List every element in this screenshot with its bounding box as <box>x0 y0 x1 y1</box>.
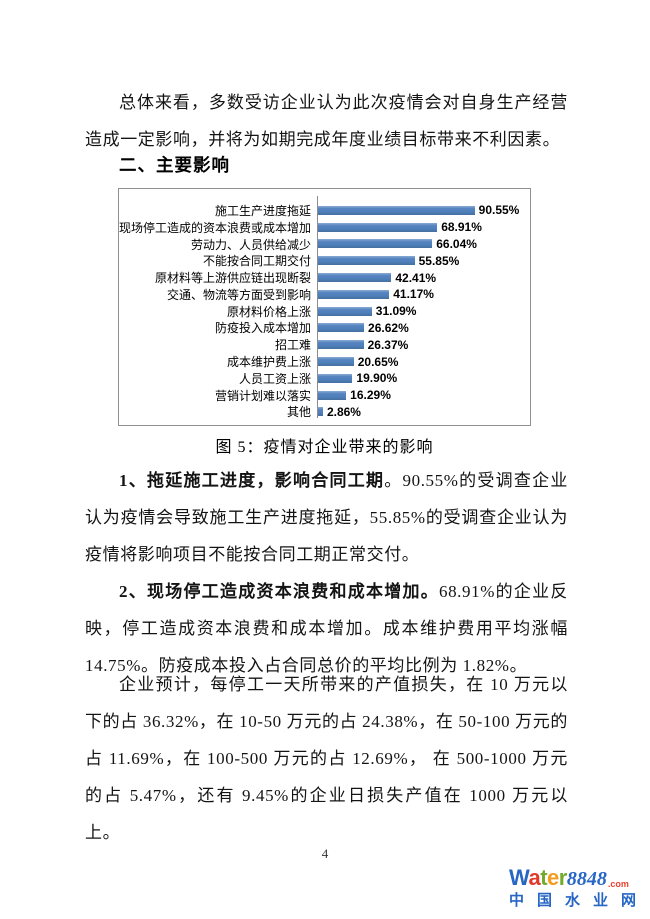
chart-bar <box>318 306 372 316</box>
logo-dotcom-text: .com <box>607 879 629 889</box>
chart-value-label: 16.29% <box>350 388 391 403</box>
intro-paragraph: 总体来看，多数受访企业认为此次疫情会对自身生产经营造成一定影响，并将为如期完成年… <box>85 84 568 158</box>
chart-value-label: 55.85% <box>418 253 460 268</box>
paragraph-2-text: 68.91%的企业反映，停工造成资本浪费和成本增加。成本维护费用平均涨幅 14.… <box>85 582 568 675</box>
logo-letter: W <box>509 865 529 890</box>
paragraph-1-text: 。90.55%的受调查企业认为疫情会导致施工生产进度拖延，55.85%的受调查企… <box>85 471 569 564</box>
chart-value-label: 41.17% <box>393 287 434 302</box>
chart-bar <box>318 373 353 383</box>
chart-row: 人员工资上涨 19.90% <box>119 370 530 387</box>
chart-value-label: 90.55% <box>478 203 520 218</box>
chart-row: 防疫投入成本增加 26.62% <box>119 320 530 337</box>
chart-bar-area: 16.29% <box>318 387 530 404</box>
chart-bar-area: 20.65% <box>318 353 530 370</box>
chart-value-label: 20.65% <box>357 354 399 369</box>
chart-bar <box>318 289 390 299</box>
chart-category-label: 原材料价格上涨 <box>226 304 311 319</box>
chart-bar <box>318 273 392 283</box>
chart-row: 招工难 26.37% <box>119 336 530 353</box>
chart-bar <box>318 222 438 232</box>
chart-row: 现场停工造成的资本浪费或成本增加 68.91% <box>119 219 530 236</box>
chart-value-label: 26.37% <box>367 337 409 352</box>
chart-category-label: 现场停工造成的资本浪费或成本增加 <box>119 220 312 235</box>
chart-category-label: 原材料等上游供应链出现断裂 <box>154 271 311 286</box>
logo-word: Water <box>509 866 567 890</box>
paragraph-2-bold-lead: 2、现场停工造成资本浪费和成本增加。 <box>119 582 439 601</box>
chart-value-label: 31.09% <box>375 304 417 319</box>
chart-category-label: 成本维护费上涨 <box>226 355 311 370</box>
chart-value-label: 19.90% <box>356 371 398 386</box>
chart-category-label: 不能按合同工期交付 <box>202 254 311 269</box>
intro-paragraph-text: 总体来看，多数受访企业认为此次疫情会对自身生产经营造成一定影响，并将为如期完成年… <box>85 93 568 149</box>
chart-value-label: 68.91% <box>441 220 482 235</box>
chart-bar-area: 2.86% <box>318 404 530 421</box>
section-heading: 二、主要影响 <box>119 155 230 175</box>
chart-row: 原材料等上游供应链出现断裂 42.41% <box>119 269 530 286</box>
logo-letter: a <box>528 865 541 890</box>
chart-bar <box>318 407 323 417</box>
chart-category-label: 防疫投入成本增加 <box>214 321 311 336</box>
chart-axis-line <box>317 196 318 418</box>
chart-row: 其他 2.86% <box>119 404 530 421</box>
chart-bar-area: 55.85% <box>318 252 530 269</box>
body-paragraph-1: 1、拖延施工进度，影响合同工期。90.55%的受调查企业认为疫情会导致施工生产进… <box>85 462 568 573</box>
chart-bar-area: 26.37% <box>318 336 530 353</box>
logo-letter: t <box>540 865 548 890</box>
chart-bar <box>318 357 354 367</box>
chart-bar-area: 68.91% <box>318 219 530 236</box>
chart-category-label: 人员工资上涨 <box>238 371 311 386</box>
chart-bar <box>318 239 433 249</box>
chart-row: 成本维护费上涨 20.65% <box>119 353 530 370</box>
chart-row: 交通、物流等方面受到影响 41.17% <box>119 286 530 303</box>
chart-rows: 施工生产进度拖延 90.55% 现场停工造成的资本浪费或成本增加 68.91% 劳动力、… <box>119 202 530 420</box>
chart-bar <box>318 323 365 333</box>
chart-value-label: 2.86% <box>326 404 361 419</box>
logo-wordmark: Water 8848 .com <box>509 866 645 891</box>
chart-category-label: 其他 <box>286 405 311 420</box>
paragraph-1-bold-lead: 1、拖延施工进度，影响合同工期 <box>119 471 385 490</box>
logo-letter: r <box>558 865 568 890</box>
chart-category-label: 施工生产进度拖延 <box>214 203 311 218</box>
chart-category-label: 交通、物流等方面受到影响 <box>166 287 311 302</box>
chart-value-label: 26.62% <box>368 320 409 335</box>
chart-bar-area: 31.09% <box>318 303 530 320</box>
chart-bar <box>318 256 415 266</box>
chart-bar <box>318 390 347 400</box>
chart-row: 原材料价格上涨 31.09% <box>119 303 530 320</box>
figure-caption: 图 5：疫情对企业带来的影响 <box>215 439 434 456</box>
logo-8848-text: 8848 <box>566 868 607 890</box>
chart-category-label: 劳动力、人员供给减少 <box>190 237 311 252</box>
chart-row: 施工生产进度拖延 90.55% <box>119 202 530 219</box>
chart-bar-area: 19.90% <box>318 370 530 387</box>
chart-bar-area: 66.04% <box>318 236 530 253</box>
body-paragraph-2: 2、现场停工造成资本浪费和成本增加。68.91%的企业反映，停工造成资本浪费和成… <box>85 573 568 684</box>
page-number: 4 <box>321 846 329 861</box>
chart-row: 劳动力、人员供给减少 66.04% <box>119 236 530 253</box>
logo-letter: e <box>547 865 559 890</box>
chart-row: 营销计划难以落实 16.29% <box>119 387 530 404</box>
logo-subtitle: 中国水业网 <box>509 892 650 909</box>
body-paragraph-3: 企业预计，每停工一天所带来的产值损失，在 10 万元以下的占 36.32%，在 … <box>85 666 568 851</box>
chart-bar-area: 26.62% <box>318 320 530 337</box>
water8848-logo[interactable]: Water 8848 .com 中国水业网 <box>509 866 645 911</box>
chart-bar-area: 90.55% <box>318 202 530 219</box>
paragraph-3-text: 企业预计，每停工一天所带来的产值损失，在 10 万元以下的占 36.32%，在 … <box>85 675 568 842</box>
chart-value-label: 66.04% <box>436 236 477 251</box>
chart-value-label: 42.41% <box>395 270 437 285</box>
chart-bar <box>318 205 475 215</box>
chart-category-label: 营销计划难以落实 <box>214 388 311 403</box>
chart-bar-area: 42.41% <box>318 269 530 286</box>
chart-bar <box>318 340 364 350</box>
chart-row: 不能按合同工期交付 55.85% <box>119 252 530 269</box>
chart-bar-area: 41.17% <box>318 286 530 303</box>
bar-chart-figure: 施工生产进度拖延 90.55% 现场停工造成的资本浪费或成本增加 68.91% 劳动力、… <box>118 188 531 426</box>
chart-category-label: 招工难 <box>274 338 311 353</box>
